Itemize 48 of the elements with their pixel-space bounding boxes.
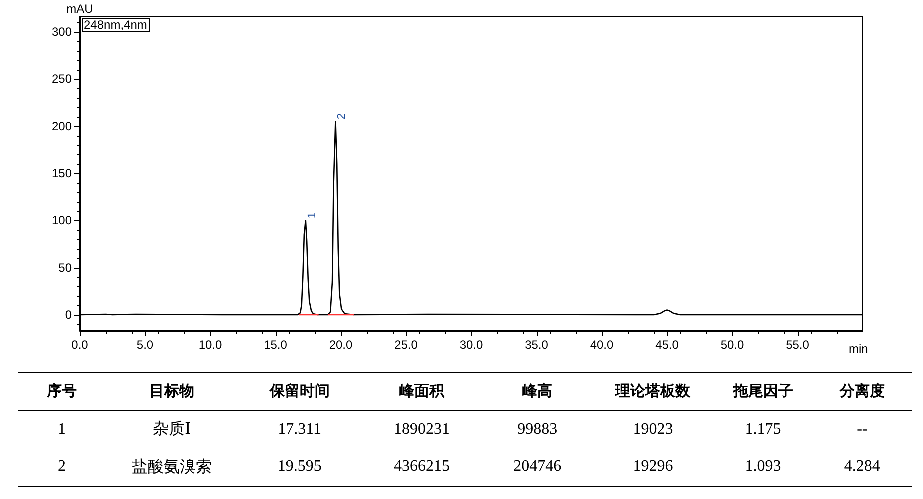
x-tick-label: 15.0 [264,338,288,352]
x-tick-label: 25.0 [394,338,418,352]
text: 1.175 [744,420,782,440]
category-label: 拖尾因子 [732,381,794,402]
category-label: 理论塔板数 [614,381,692,402]
text: 1.093 [744,457,782,478]
x-axis-title: min [849,342,868,356]
y-tick-label: 300 [52,25,72,40]
text: 1 [57,420,68,440]
text: 99883 [516,420,559,440]
annotation: 248nm,4nm [84,18,148,32]
text: 19296 [632,457,674,478]
x-tick-label: 10.0 [198,338,222,352]
y-tick-label: 150 [52,166,72,181]
annotation: 1 [306,212,318,219]
x-tick-label: 35.0 [525,338,549,352]
x-tick-label: 50.0 [720,338,744,352]
category-label: 目标物 [148,381,196,402]
text: 1890231 [393,420,452,440]
y-axis-title: mAU [66,2,94,16]
text: 204746 [512,457,563,478]
x-tick-label: 0.0 [72,338,89,352]
y-tick-label: 0 [65,308,72,322]
x-tick-label: 55.0 [786,338,810,352]
x-tick-label: 20.0 [329,338,353,352]
category-label: 分离度 [838,381,886,402]
category-label: 保留时间 [268,381,331,402]
category-label: 序号 [46,381,78,402]
text: 盐酸氨溴索 [131,458,214,478]
text: 4.284 [843,457,882,478]
y-tick-label: 200 [52,119,72,134]
x-tick-label: 30.0 [460,338,484,352]
text: 19.595 [276,457,323,478]
text: -- [856,420,869,440]
text: 4366215 [393,457,452,478]
text: 19023 [632,420,674,440]
y-tick-label: 250 [52,72,72,86]
y-tick-label: 50 [58,260,72,275]
text: 17.311 [277,420,323,440]
x-tick-label: 40.0 [590,338,614,352]
text: 2 [57,457,68,478]
y-tick-label: 100 [52,214,72,228]
annotation: 2 [336,114,348,120]
category-label: 峰面积 [398,381,446,402]
x-tick-label: 5.0 [136,338,154,352]
x-tick-label: 45.0 [656,338,680,352]
text: 杂质Ⅰ [152,420,192,440]
category-label: 峰高 [522,381,554,402]
